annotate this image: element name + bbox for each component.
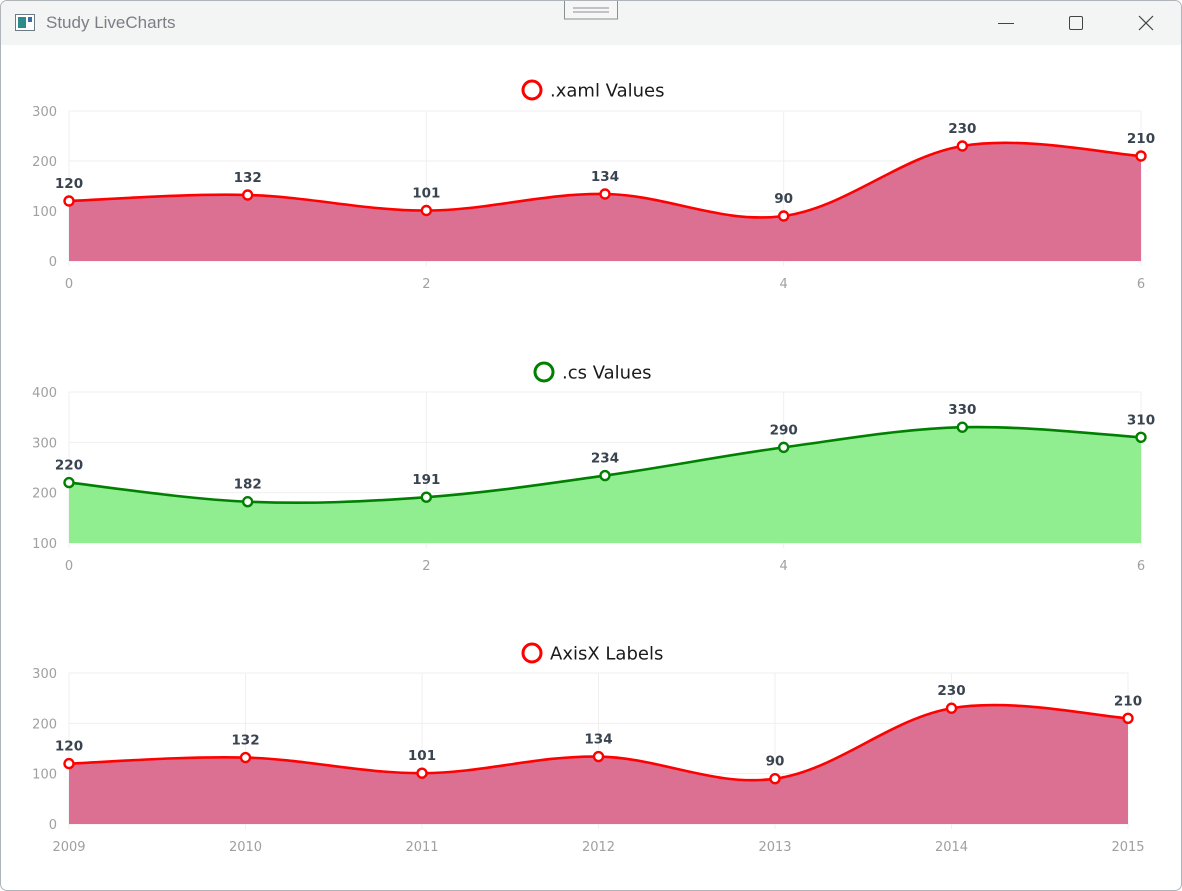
data-label: 101 xyxy=(408,748,436,764)
x-tick-label: 0 xyxy=(65,559,73,574)
data-label: 120 xyxy=(55,739,83,755)
window-title: Study LiveCharts xyxy=(46,13,176,32)
data-label: 290 xyxy=(770,422,798,438)
data-label: 90 xyxy=(766,754,785,770)
y-tick-label: 0 xyxy=(49,818,57,833)
x-tick-label: 6 xyxy=(1137,559,1145,574)
data-label: 210 xyxy=(1127,131,1155,147)
y-tick-label: 300 xyxy=(32,436,57,451)
data-point[interactable] xyxy=(599,469,611,482)
data-point[interactable] xyxy=(777,441,790,454)
x-tick-label: 2011 xyxy=(405,840,438,855)
data-point[interactable] xyxy=(956,421,969,433)
chart-3: 0 100 200 300 2009 2010 2011 2012 2013 2014 2015 Ax… xyxy=(32,642,1145,855)
x-tick-label: 2 xyxy=(422,559,430,574)
data-point[interactable] xyxy=(241,189,254,201)
legend: .cs Values xyxy=(533,361,652,384)
data-label: 101 xyxy=(412,186,440,202)
series-area xyxy=(69,427,1141,543)
data-point[interactable] xyxy=(1135,431,1147,443)
legend-marker-icon xyxy=(521,642,543,664)
y-tick-label: 0 xyxy=(49,255,57,270)
data-label: 132 xyxy=(231,733,259,749)
legend: .xaml Values xyxy=(521,79,664,102)
data-point[interactable] xyxy=(769,773,781,785)
x-tick-label: 6 xyxy=(1137,277,1145,292)
drag-grip-icon[interactable] xyxy=(564,1,618,20)
charts-area: 0 100 200 300 0 2 4 6 .xaml Values 120 132 101 134 90… xyxy=(1,45,1181,890)
data-label: 234 xyxy=(591,451,619,467)
minimize-button[interactable] xyxy=(971,1,1041,45)
y-tick-label: 200 xyxy=(32,487,57,502)
data-point[interactable] xyxy=(956,140,969,152)
data-label: 330 xyxy=(948,402,976,418)
data-label: 220 xyxy=(55,458,83,474)
app-icon xyxy=(15,14,35,31)
data-point[interactable] xyxy=(241,496,254,508)
data-point[interactable] xyxy=(416,767,428,779)
minimize-icon xyxy=(998,23,1014,24)
data-point[interactable] xyxy=(63,476,75,489)
close-icon xyxy=(1138,15,1154,31)
y-tick-label: 400 xyxy=(32,386,57,401)
maximize-icon xyxy=(1069,16,1083,30)
data-point[interactable] xyxy=(63,757,75,770)
data-label: 230 xyxy=(948,121,976,137)
data-point[interactable] xyxy=(1122,712,1134,724)
data-point[interactable] xyxy=(239,751,252,764)
legend-label: .cs Values xyxy=(562,363,652,384)
legend-label: AxisX Labels xyxy=(550,644,663,665)
data-label: 230 xyxy=(937,683,965,699)
data-point[interactable] xyxy=(945,702,958,714)
data-label: 182 xyxy=(234,477,262,493)
data-point[interactable] xyxy=(420,204,433,217)
maximize-button[interactable] xyxy=(1041,1,1111,45)
x-tick-label: 2010 xyxy=(229,840,262,855)
chart-2: 100 200 300 400 0 2 4 6 .cs Values 220 182 191 234 29… xyxy=(32,361,1155,574)
data-point[interactable] xyxy=(777,210,790,222)
data-label: 134 xyxy=(591,169,619,185)
data-label: 90 xyxy=(774,191,793,207)
x-tick-label: 2013 xyxy=(758,840,791,855)
series-area xyxy=(69,142,1141,261)
y-tick-label: 200 xyxy=(32,717,57,732)
x-tick-label: 2009 xyxy=(52,840,85,855)
data-point[interactable] xyxy=(592,750,605,763)
x-tick-label: 2012 xyxy=(582,840,615,855)
data-label: 310 xyxy=(1127,412,1155,428)
x-tick-label: 4 xyxy=(780,277,788,292)
legend: AxisX Labels xyxy=(521,642,663,665)
data-point[interactable] xyxy=(420,491,433,503)
x-tick-label: 2015 xyxy=(1111,840,1144,855)
data-label: 132 xyxy=(234,170,262,186)
data-label: 120 xyxy=(55,176,83,192)
data-label: 134 xyxy=(584,732,612,748)
data-label: 191 xyxy=(412,472,440,488)
series-area xyxy=(69,705,1128,824)
y-tick-label: 100 xyxy=(32,205,57,220)
data-label: 210 xyxy=(1114,693,1142,709)
x-tick-label: 2014 xyxy=(935,840,968,855)
x-tick-label: 0 xyxy=(65,277,73,292)
y-tick-label: 100 xyxy=(32,768,57,783)
y-tick-label: 100 xyxy=(32,537,57,552)
x-tick-label: 2 xyxy=(422,277,430,292)
chart-1: 0 100 200 300 0 2 4 6 .xaml Values 120 132 101 134 90… xyxy=(32,79,1155,292)
y-tick-label: 300 xyxy=(32,667,57,682)
y-tick-label: 300 xyxy=(32,105,57,120)
y-tick-label: 200 xyxy=(32,155,57,170)
data-point[interactable] xyxy=(599,188,611,200)
x-tick-label: 4 xyxy=(780,559,788,574)
legend-label: .xaml Values xyxy=(550,81,664,102)
data-point[interactable] xyxy=(63,195,75,207)
data-point[interactable] xyxy=(1135,150,1147,162)
legend-marker-icon xyxy=(533,361,555,383)
title-bar[interactable]: Study LiveCharts xyxy=(1,1,1181,45)
close-button[interactable] xyxy=(1111,1,1181,45)
legend-marker-icon xyxy=(521,79,543,101)
